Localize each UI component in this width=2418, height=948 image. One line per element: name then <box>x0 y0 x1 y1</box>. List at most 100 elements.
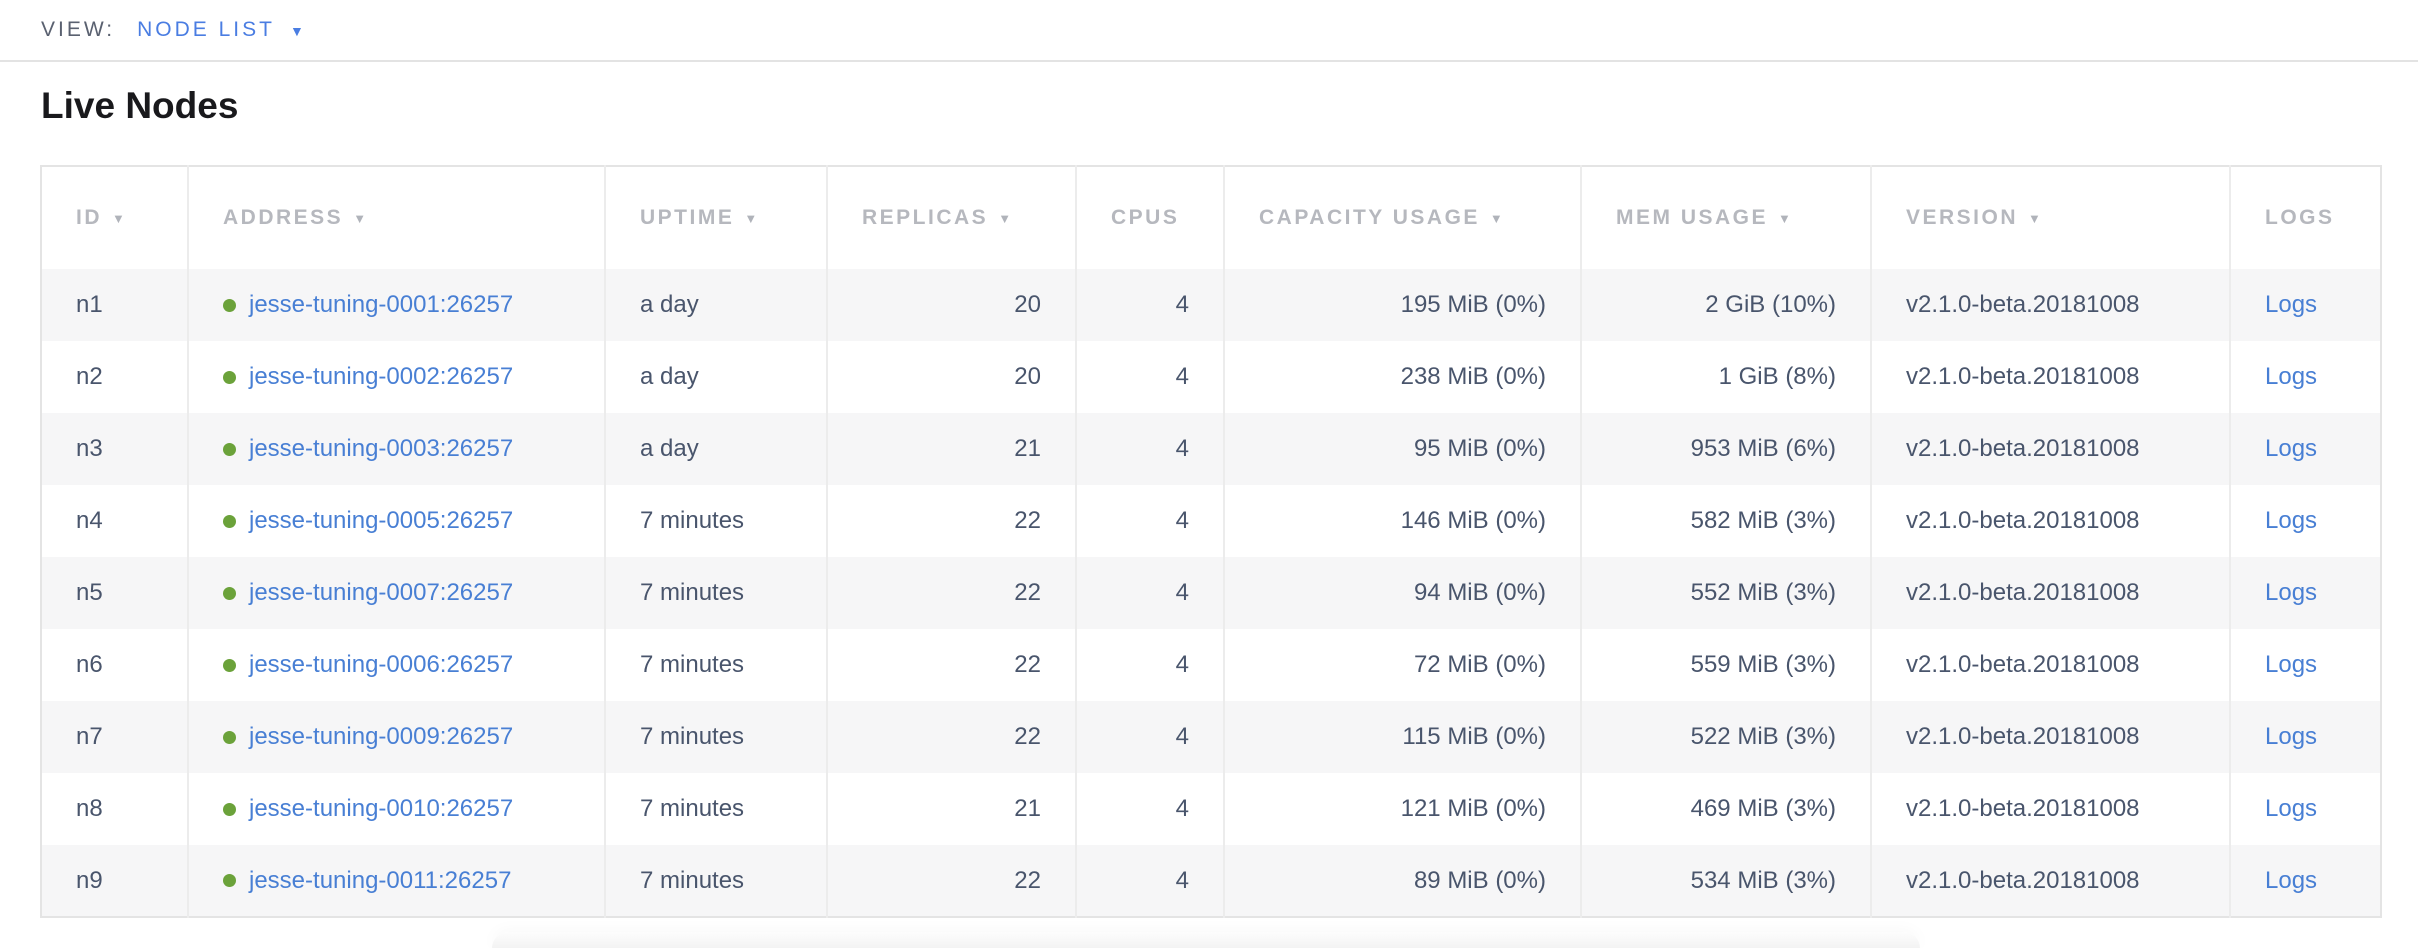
cell-replicas: 22 <box>827 629 1077 701</box>
cell-mem: 534 MiB (3%) <box>1581 845 1872 917</box>
cell-address: jesse-tuning-0007:26257 <box>188 557 606 629</box>
column-header-replicas[interactable]: REPLICAS ▼ <box>827 166 1077 269</box>
node-address-link[interactable]: jesse-tuning-0006:26257 <box>249 651 514 679</box>
cell-address: jesse-tuning-0002:26257 <box>188 341 606 413</box>
node-address-link[interactable]: jesse-tuning-0002:26257 <box>249 363 514 391</box>
view-selector[interactable]: NODE LIST ▼ <box>137 18 304 42</box>
address-wrap: jesse-tuning-0002:26257 <box>223 363 513 391</box>
cell-logs: Logs <box>2230 629 2381 701</box>
node-healthy-dot-icon <box>223 514 236 528</box>
table-row: n2 jesse-tuning-0002:26257 a day 20 4 238 MiB… <box>41 341 2381 413</box>
cell-id: n2 <box>41 341 189 413</box>
view-label: VIEW: <box>41 18 116 41</box>
sort-desc-icon: ▼ <box>353 211 369 226</box>
node-healthy-dot-icon <box>223 442 236 456</box>
live-nodes-table: ID ▼ ADDRESS ▼ UPTIME ▼ REPLICAS ▼ CPUS CAPACITY … <box>40 165 2382 918</box>
logs-link[interactable]: Logs <box>2265 435 2318 462</box>
node-address-link[interactable]: jesse-tuning-0009:26257 <box>249 723 514 751</box>
cell-cpus: 4 <box>1076 629 1225 701</box>
uptime-header-label: UPTIME <box>640 206 735 229</box>
logs-link[interactable]: Logs <box>2265 507 2318 534</box>
address-header-label: ADDRESS <box>223 206 344 229</box>
address-wrap: jesse-tuning-0007:26257 <box>223 579 513 607</box>
cell-replicas: 22 <box>827 845 1077 917</box>
node-address-link[interactable]: jesse-tuning-0011:26257 <box>249 866 512 894</box>
node-address-link[interactable]: jesse-tuning-0001:26257 <box>249 291 514 319</box>
address-wrap: jesse-tuning-0005:26257 <box>223 507 513 535</box>
cell-address: jesse-tuning-0006:26257 <box>188 629 606 701</box>
logs-link[interactable]: Logs <box>2265 579 2318 606</box>
cell-cpus: 4 <box>1076 269 1225 341</box>
cell-logs: Logs <box>2230 413 2381 485</box>
cell-mem: 559 MiB (3%) <box>1581 629 1872 701</box>
cell-logs: Logs <box>2230 341 2381 413</box>
cell-id: n4 <box>41 485 189 557</box>
node-address-link[interactable]: jesse-tuning-0005:26257 <box>249 507 514 535</box>
cell-cpus: 4 <box>1076 485 1225 557</box>
logs-link[interactable]: Logs <box>2265 866 2318 894</box>
cell-mem: 2 GiB (10%) <box>1581 269 1872 341</box>
cell-version: v2.1.0-beta.20181008 <box>1871 269 2231 341</box>
column-header-mem[interactable]: MEM USAGE ▼ <box>1581 166 1872 269</box>
cpus-header-label: CPUS <box>1111 206 1180 229</box>
cell-uptime: a day <box>605 413 828 485</box>
cell-capacity: 89 MiB (0%) <box>1224 845 1582 917</box>
cell-address: jesse-tuning-0010:26257 <box>188 773 606 845</box>
logs-link[interactable]: Logs <box>2265 795 2318 822</box>
table-row: n8 jesse-tuning-0010:26257 7 minutes 21 4 121… <box>41 773 2381 845</box>
cell-version: v2.1.0-beta.20181008 <box>1871 701 2231 773</box>
sort-desc-icon: ▼ <box>998 211 1014 226</box>
cell-address: jesse-tuning-0009:26257 <box>188 701 606 773</box>
cell-replicas: 22 <box>827 557 1077 629</box>
cell-uptime: 7 minutes <box>605 629 828 701</box>
node-address-link[interactable]: jesse-tuning-0007:26257 <box>249 579 514 607</box>
table-row: n6 jesse-tuning-0006:26257 7 minutes 22 4 72 … <box>41 629 2381 701</box>
node-healthy-dot-icon <box>223 802 236 816</box>
cell-cpus: 4 <box>1076 773 1225 845</box>
table-row: n7 jesse-tuning-0009:26257 7 minutes 22 4 115… <box>41 701 2381 773</box>
cell-capacity: 195 MiB (0%) <box>1224 269 1582 341</box>
cell-id: n9 <box>41 845 189 917</box>
cell-cpus: 4 <box>1076 341 1225 413</box>
cell-cpus: 4 <box>1076 557 1225 629</box>
cell-capacity: 115 MiB (0%) <box>1224 701 1582 773</box>
column-header-capacity[interactable]: CAPACITY USAGE ▼ <box>1224 166 1582 269</box>
logs-link[interactable]: Logs <box>2265 723 2318 750</box>
sort-desc-icon: ▼ <box>1778 211 1794 226</box>
cell-replicas: 22 <box>827 485 1077 557</box>
column-header-id[interactable]: ID ▼ <box>41 166 189 269</box>
cell-mem: 953 MiB (6%) <box>1581 413 1872 485</box>
cell-address: jesse-tuning-0011:26257 <box>188 845 606 917</box>
address-wrap: jesse-tuning-0011:26257 <box>223 867 511 895</box>
column-header-uptime[interactable]: UPTIME ▼ <box>605 166 828 269</box>
column-header-address[interactable]: ADDRESS ▼ <box>188 166 606 269</box>
id-header-label: ID <box>76 206 102 229</box>
logs-link[interactable]: Logs <box>2265 651 2318 678</box>
cell-replicas: 20 <box>827 269 1077 341</box>
address-wrap: jesse-tuning-0003:26257 <box>223 435 513 463</box>
cell-mem: 552 MiB (3%) <box>1581 557 1872 629</box>
node-address-link[interactable]: jesse-tuning-0003:26257 <box>249 435 514 463</box>
cell-version: v2.1.0-beta.20181008 <box>1871 557 2231 629</box>
cell-capacity: 95 MiB (0%) <box>1224 413 1582 485</box>
cell-uptime: 7 minutes <box>605 845 828 917</box>
logs-link[interactable]: Logs <box>2265 363 2318 390</box>
mem-header-label: MEM USAGE <box>1616 206 1769 229</box>
chevron-down-icon: ▼ <box>289 23 304 39</box>
node-healthy-dot-icon <box>223 370 236 384</box>
table-row: n1 jesse-tuning-0001:26257 a day 20 4 195 MiB… <box>41 269 2381 341</box>
logs-link[interactable]: Logs <box>2265 291 2318 318</box>
cell-logs: Logs <box>2230 269 2381 341</box>
table-header: ID ▼ ADDRESS ▼ UPTIME ▼ REPLICAS ▼ CPUS CAPACITY … <box>41 166 2381 269</box>
cell-version: v2.1.0-beta.20181008 <box>1871 341 2231 413</box>
table-header-row: ID ▼ ADDRESS ▼ UPTIME ▼ REPLICAS ▼ CPUS CAPACITY … <box>41 166 2381 269</box>
cell-version: v2.1.0-beta.20181008 <box>1871 629 2231 701</box>
sort-desc-icon: ▼ <box>744 211 760 226</box>
cell-id: n6 <box>41 629 189 701</box>
table-row: n3 jesse-tuning-0003:26257 a day 21 4 95 MiB … <box>41 413 2381 485</box>
replicas-header-label: REPLICAS <box>862 206 989 229</box>
cell-mem: 1 GiB (8%) <box>1581 341 1872 413</box>
node-healthy-dot-icon <box>223 658 236 672</box>
column-header-version[interactable]: VERSION ▼ <box>1871 166 2231 269</box>
node-address-link[interactable]: jesse-tuning-0010:26257 <box>249 795 514 823</box>
